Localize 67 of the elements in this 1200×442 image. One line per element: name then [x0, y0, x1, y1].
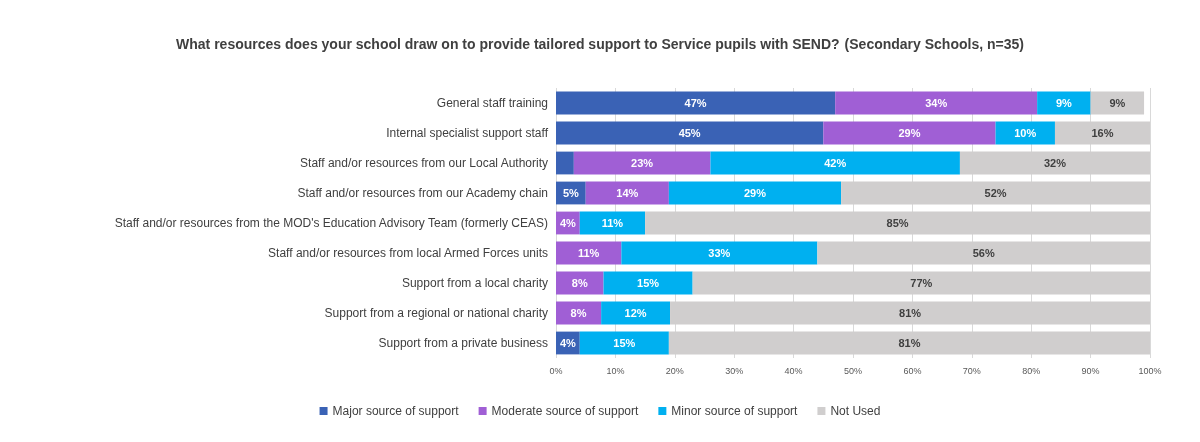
data-label: 4%: [559, 217, 577, 229]
data-label: 14%: [616, 187, 639, 199]
data-label: 81%: [898, 337, 921, 349]
legend-label: Moderate source of support: [491, 404, 640, 418]
x-tick-label: 20%: [665, 365, 684, 376]
data-label: 5%: [562, 187, 580, 199]
data-label: 15%: [637, 277, 660, 289]
data-label: 32%: [1043, 157, 1067, 169]
data-label: 56%: [972, 247, 995, 259]
x-tick-label: 60%: [903, 365, 922, 376]
bar: [579, 331, 669, 355]
data-label: 52%: [984, 187, 1007, 199]
data-label: 45%: [678, 127, 701, 139]
data-label: 10%: [1014, 127, 1037, 139]
chart-title: What resources does your school draw on to provide tailored support to Service pupils with SEND?: [176, 36, 840, 52]
data-label: 9%: [1055, 97, 1073, 109]
data-label: 4%: [559, 337, 577, 349]
x-tick-label: 30%: [725, 365, 744, 376]
legend-label: Not Used: [830, 404, 881, 418]
x-tick-label: 10%: [606, 365, 625, 376]
data-label: 34%: [925, 97, 948, 109]
data-label: 77%: [910, 277, 933, 289]
y-tick-label: Staff and/or resources from local Armed Forces units: [268, 246, 548, 260]
data-label: 29%: [898, 127, 921, 139]
y-tick-label: Support from a local charity: [401, 276, 548, 290]
y-tick-label: Support from a regional or national charity: [324, 306, 548, 320]
chart-subtitle: (Secondary Schools, n=35): [844, 36, 1024, 52]
y-tick-label: Staff and/or resources from our Academy chain: [297, 186, 548, 200]
data-label: 47%: [684, 97, 707, 109]
data-label: 9%: [1109, 97, 1126, 109]
data-label: 85%: [886, 217, 909, 229]
bar: [556, 91, 836, 115]
bar: [823, 121, 996, 145]
x-tick-label: 70%: [962, 365, 981, 376]
legend-label: Minor source of support: [671, 404, 799, 418]
data-label: 8%: [570, 307, 587, 319]
data-label: 81%: [899, 307, 922, 319]
data-label: 23%: [631, 157, 654, 169]
x-tick-label: 50%: [843, 365, 863, 376]
bar: [573, 151, 711, 175]
y-tick-label: Staff and/or resources from the MOD's Education Advisory Team (formerly CEAS): [114, 216, 548, 230]
data-label: 33%: [708, 247, 731, 259]
y-tick-label: Internal specialist support staff: [386, 126, 549, 140]
data-label: 8%: [571, 277, 588, 289]
bar: [710, 151, 960, 175]
y-tick-label: Staff and/or resources from our Local Authority: [300, 156, 548, 170]
data-label: 11%: [577, 247, 600, 259]
bar: [556, 121, 824, 145]
x-tick-label: 0%: [549, 365, 563, 376]
bar: [603, 271, 693, 295]
data-label: 11%: [601, 217, 624, 229]
bar: [668, 181, 842, 205]
x-tick-label: 40%: [784, 365, 803, 376]
y-tick-label: General staff training: [436, 96, 548, 110]
legend-label: Major source of support: [332, 404, 460, 418]
data-label: 12%: [624, 307, 647, 319]
bar: [835, 91, 1038, 115]
x-tick-label: 90%: [1081, 365, 1100, 376]
bar: [556, 151, 574, 175]
bar: [621, 241, 818, 265]
data-label: 16%: [1091, 127, 1114, 139]
x-tick-label: 100%: [1138, 365, 1162, 376]
x-tick-label: 80%: [1022, 365, 1041, 376]
data-label: 29%: [743, 187, 767, 199]
y-tick-label: Support from a private business: [378, 336, 548, 350]
data-label: 42%: [824, 157, 847, 169]
data-label: 15%: [613, 337, 636, 349]
